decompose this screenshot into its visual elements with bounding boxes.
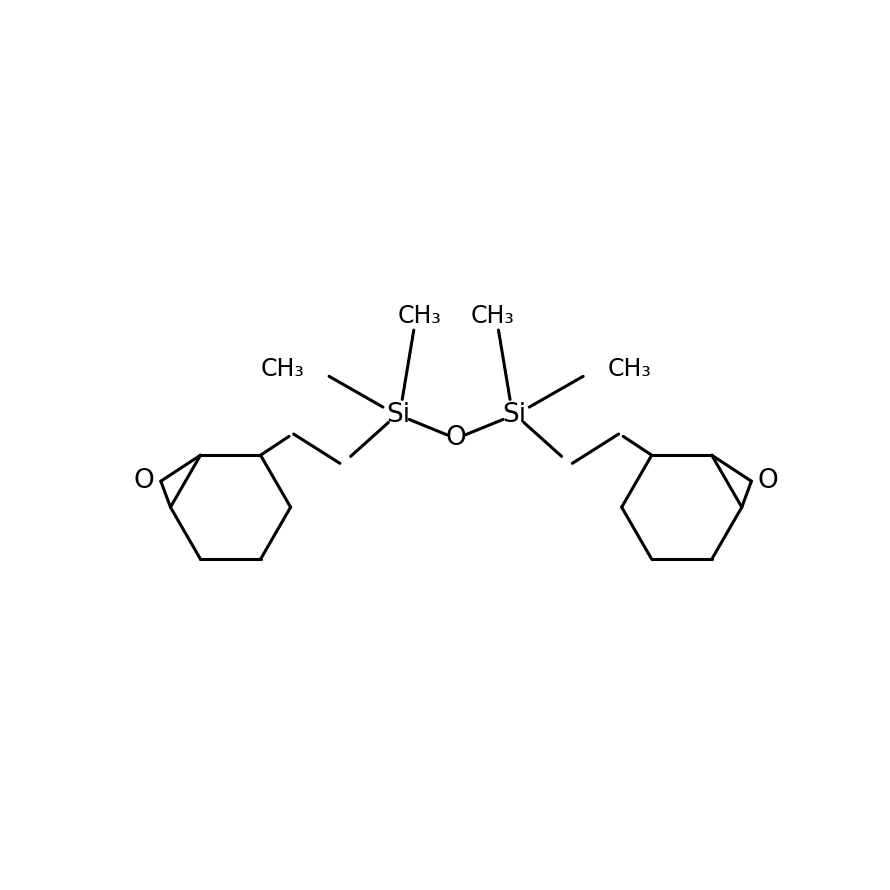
Text: CH₃: CH₃ (398, 304, 441, 328)
Text: CH₃: CH₃ (261, 357, 304, 381)
Text: O: O (134, 468, 154, 494)
Text: O: O (758, 468, 779, 494)
Text: Si: Si (502, 401, 526, 428)
Text: Si: Si (386, 401, 410, 428)
Text: CH₃: CH₃ (471, 304, 514, 328)
Text: O: O (446, 425, 466, 451)
Text: CH₃: CH₃ (608, 357, 651, 381)
